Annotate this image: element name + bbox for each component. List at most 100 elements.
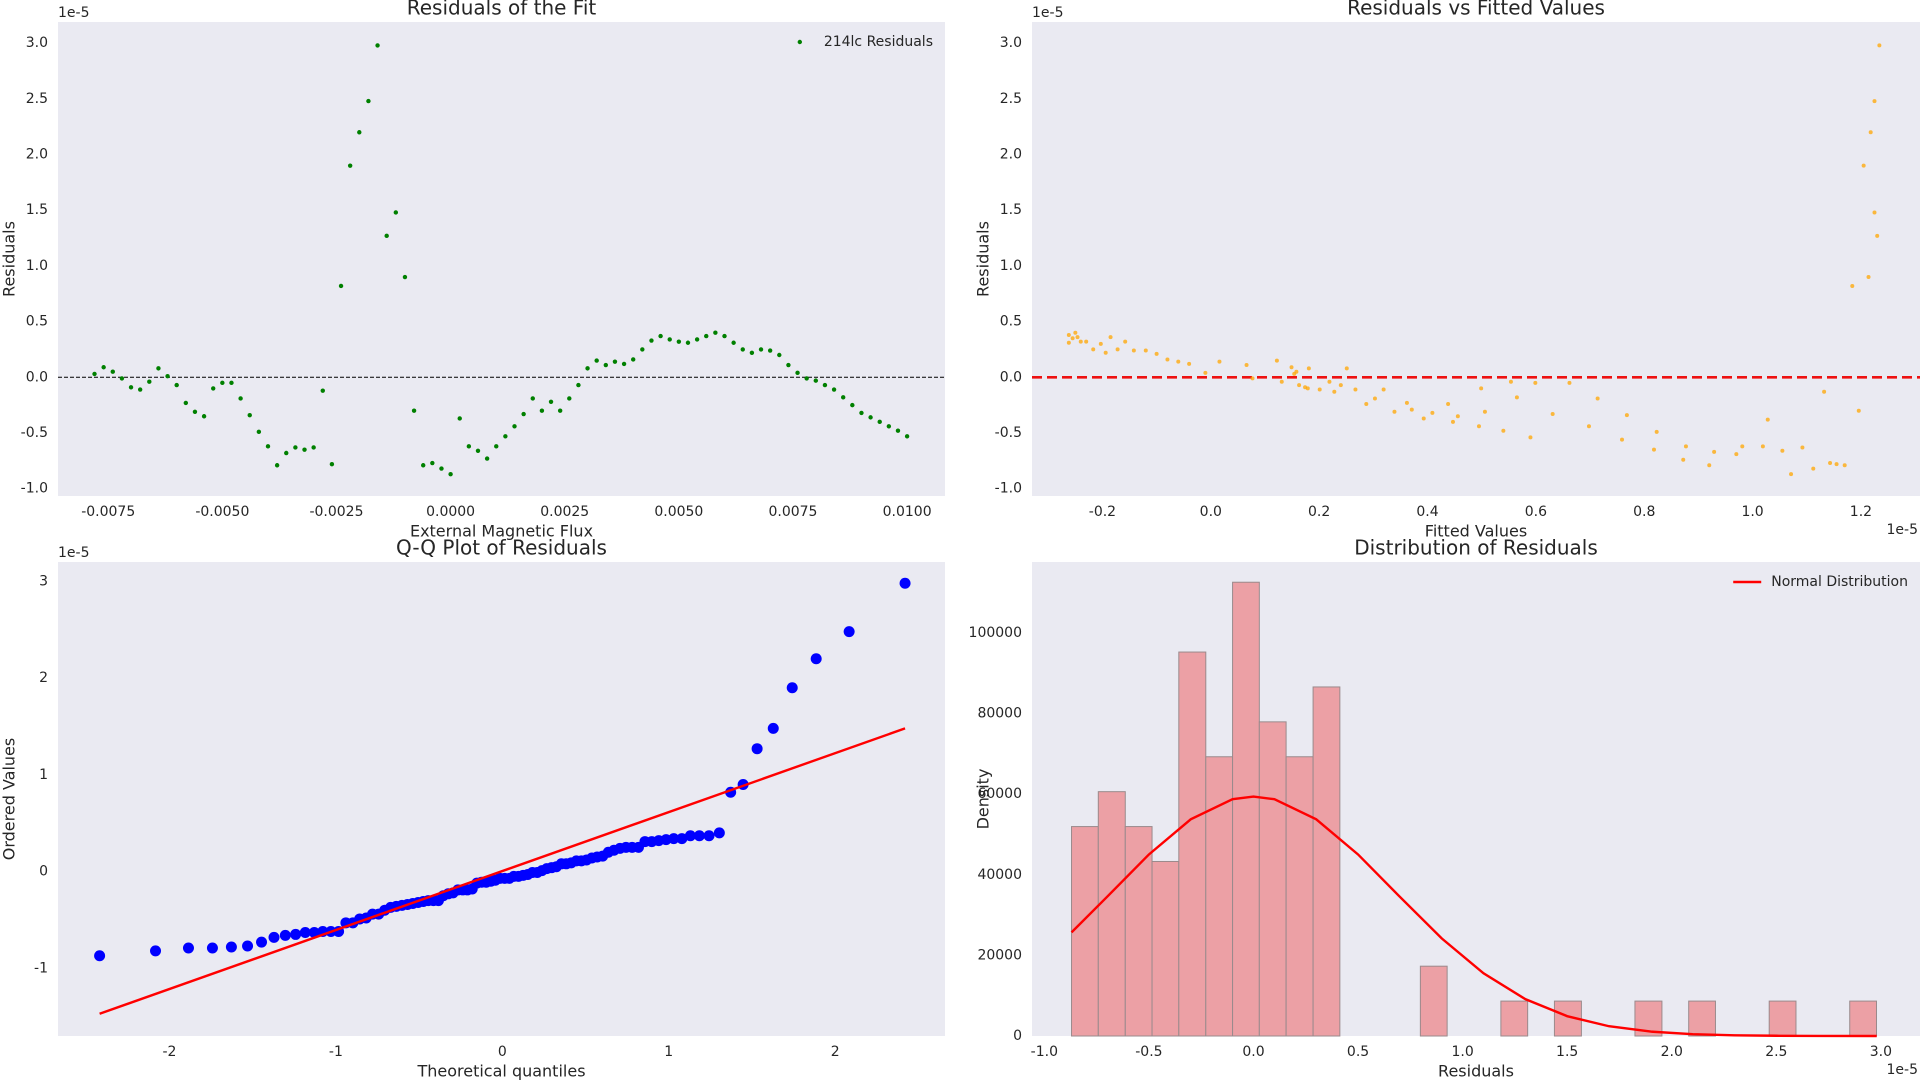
point [1508,379,1513,384]
histogram-bar [1500,1000,1529,1037]
y-axis-label: Residuals [0,221,19,297]
point [1091,347,1096,352]
point [484,456,490,461]
x-tick-label: -0.0050 [195,504,249,520]
histogram-bar [1688,1000,1716,1037]
point [640,347,645,352]
point [174,382,179,388]
y-tick-label: -1.0 [995,481,1022,497]
point [101,365,106,370]
point [375,43,380,48]
y-tick-label: 0.0 [1000,369,1022,385]
y-offset-label: 1e-5 [1032,5,1063,21]
x-tick-label: 0.0075 [768,504,817,520]
point [843,626,855,638]
point [421,463,426,468]
point [731,340,736,345]
point [713,330,718,335]
point [1066,340,1071,345]
point [1070,336,1075,341]
point [813,378,819,383]
point [1372,396,1377,401]
y-axis-label: Density [974,769,993,830]
point [1103,350,1108,355]
y-tick-label: 2.0 [26,147,48,163]
y-tick-label: 2.5 [26,91,48,107]
point [904,434,910,439]
point [293,445,298,450]
point [268,931,280,943]
x-tick-label: 2 [831,1044,840,1060]
x-tick-label: -0.0025 [309,504,363,520]
point [1872,210,1877,215]
point [1073,330,1078,335]
point [1734,452,1739,457]
point [749,350,755,355]
histogram-bar [1312,686,1341,1037]
point [713,827,725,839]
legend-label: 214lc Residuals [824,34,933,50]
point [1131,348,1136,353]
point [320,388,325,393]
point [1595,396,1600,401]
point [238,396,243,401]
point [1274,358,1279,363]
y-tick-label: 80000 [977,706,1022,722]
point [466,444,472,449]
chart-title: Distribution of Residuals [1354,536,1598,560]
point [868,415,873,420]
y-tick-label: 0.5 [1000,314,1022,330]
point [777,352,782,358]
point [512,424,517,429]
point [242,940,254,952]
y-tick-label: -1.0 [21,481,48,497]
x-tick-label: 0.5 [1347,1044,1369,1060]
point [1567,380,1572,385]
point [886,424,892,429]
point [1244,363,1249,368]
point [895,428,901,433]
histogram-bar [1124,826,1153,1037]
point [503,434,508,439]
point [279,929,291,941]
point [494,444,499,449]
point [658,333,663,339]
x-tick-label: -1 [329,1044,343,1060]
point [430,460,435,466]
point [612,359,618,364]
point [631,357,636,362]
point [150,945,162,957]
point [1176,359,1181,364]
y-tick-label: 3.0 [26,35,48,51]
point [156,366,161,371]
point [539,408,545,413]
point [1654,429,1659,434]
point [220,380,225,386]
y-tick-label: 2.0 [1000,147,1022,163]
point [693,830,705,842]
y-axis-label: Residuals [974,221,993,297]
point [557,408,563,413]
y-tick-label: 0.5 [26,314,48,330]
histogram-bar [1419,965,1448,1037]
histogram-bar [1205,756,1234,1037]
point [1765,417,1770,422]
histogram-bar [1258,721,1287,1037]
point [530,396,535,401]
x-tick-label: 1.0 [1741,504,1763,520]
plot-area [58,22,945,496]
histogram-bar [1285,756,1314,1037]
point [457,416,462,421]
y-tick-label: 20000 [977,947,1022,963]
point [786,682,798,694]
point [899,577,911,589]
chart-title: Residuals vs Fitted Values [1347,0,1605,20]
point [182,942,194,954]
point [1740,444,1745,449]
point [94,950,106,962]
x-tick-label: 0.2 [1308,504,1330,520]
point [110,369,115,374]
y-tick-label: -0.5 [21,425,48,441]
point [347,163,353,168]
